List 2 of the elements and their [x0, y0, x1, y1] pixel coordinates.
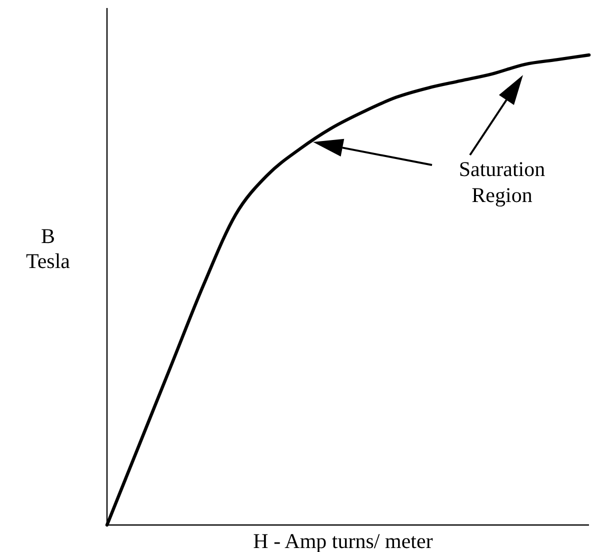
y-axis-title: B Tesla — [26, 224, 71, 273]
annotation: Saturation Region — [458, 157, 546, 207]
